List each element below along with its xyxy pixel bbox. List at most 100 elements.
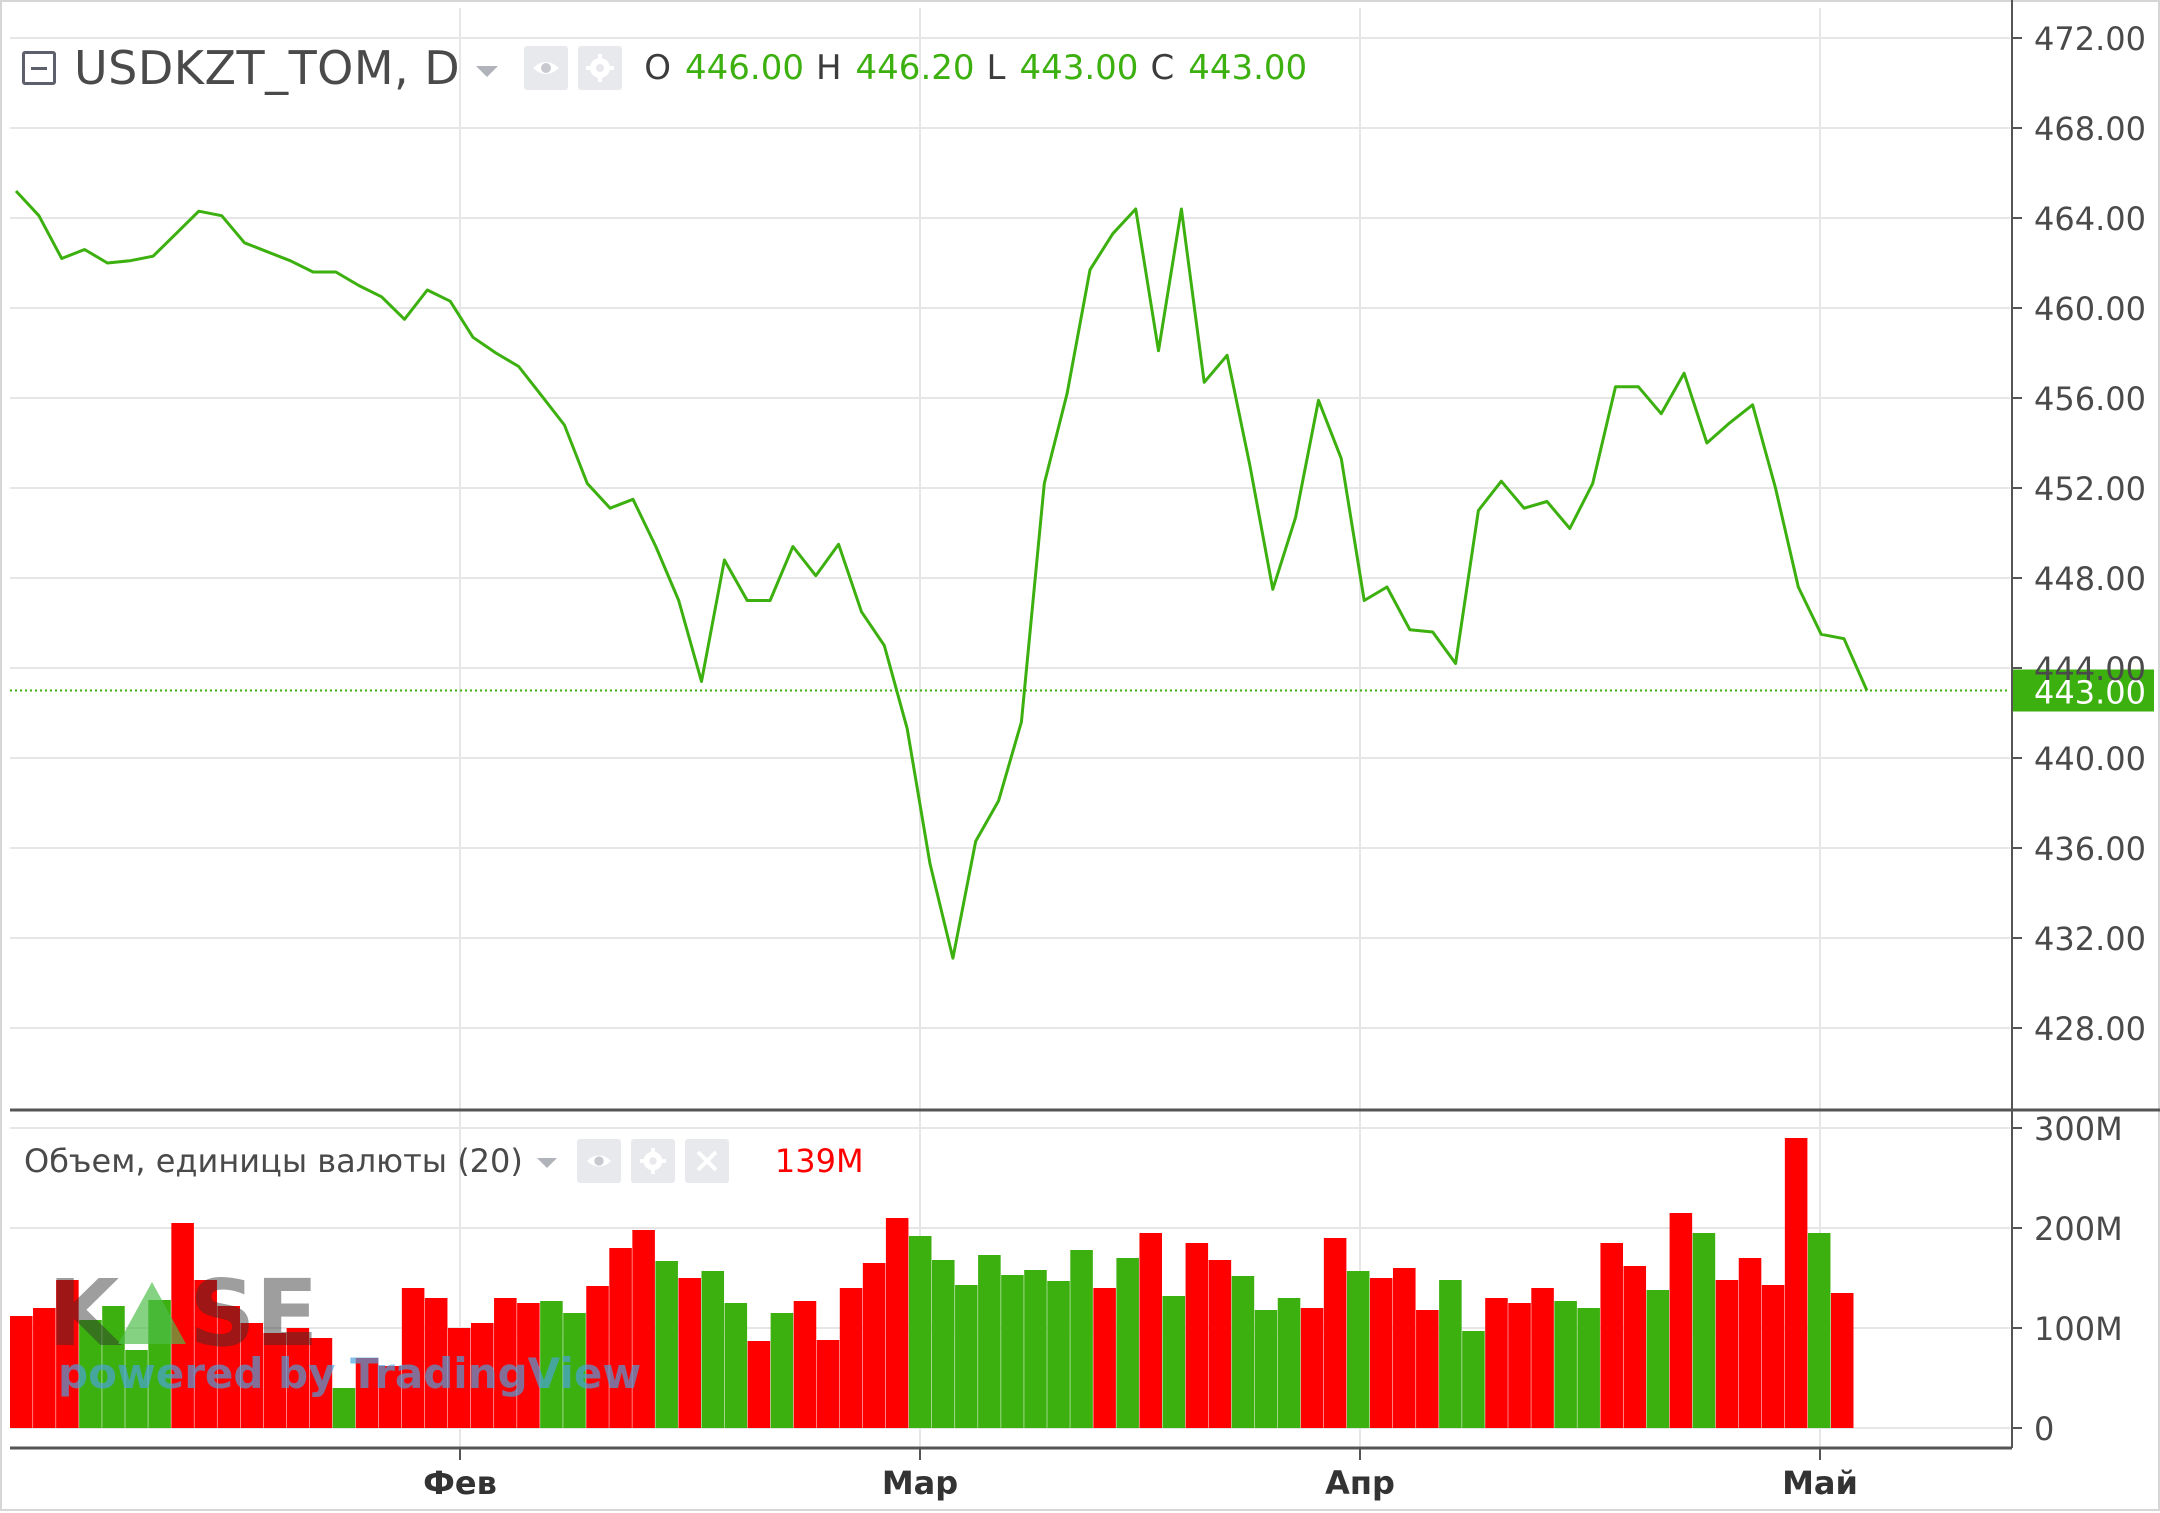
time-axis[interactable]: Фев Мар Апр Май [423,1448,1858,1502]
volume-bar [655,1261,678,1428]
volume-bar [932,1260,955,1428]
volume-bar [10,1316,33,1428]
volume-bar [33,1308,56,1428]
volume-axis[interactable]: 0 100M 200M 300M [2012,1110,2123,1448]
volume-tick-label: 0 [2034,1410,2054,1448]
volume-bar [724,1303,748,1428]
last-price-marker: 443.00 [10,669,2154,712]
volume-bar [471,1323,494,1428]
y-tick-label: 464.00 [2034,200,2146,238]
volume-bar [332,1388,356,1428]
close-value: 443.00 [1188,48,1308,88]
x-tick-label: Фев [423,1464,497,1502]
volume-tick-label: 300M [2034,1110,2123,1148]
high-value: 446.20 [855,48,975,88]
volume-bar [770,1313,794,1428]
logo-triangle [118,1282,186,1344]
main-legend: USDKZT_TOM, D O 446.00 H 446.20 L 443.00… [22,36,1307,100]
volume-bar [286,1328,310,1428]
volume-bar [540,1301,563,1428]
volume-bar [1784,1138,1808,1428]
volume-bar [586,1286,609,1428]
x-tick-label: Мар [882,1464,958,1502]
volume-bar [263,1333,287,1428]
price-line [14,189,1869,960]
price-axis[interactable]: 428.00 432.00 436.00 440.00 444.00 448.00 452.… [2012,20,2146,1048]
y-tick-label: 448.00 [2034,560,2146,598]
volume-bar [1369,1278,1393,1428]
volume-bar [609,1248,632,1428]
volume-bar [1093,1288,1116,1428]
volume-bar [1508,1303,1531,1428]
open-label: O [644,48,671,88]
volume-bar [125,1350,148,1428]
volume-bar [747,1341,771,1428]
close-label: C [1150,48,1175,88]
price-grid [10,8,2010,1448]
volume-legend: Объем, единицы валюты (20) 139M [24,1135,864,1187]
volume-bar [1346,1271,1370,1428]
y-tick-label: 456.00 [2034,380,2146,418]
volume-bar [378,1366,402,1428]
volume-bar [839,1288,863,1428]
volume-bars [10,1138,1854,1428]
volume-bar [1162,1296,1186,1428]
eye-icon[interactable] [576,1139,621,1183]
high-label: H [815,48,842,88]
last-price-badge [2012,669,2154,712]
volume-bar [1554,1301,1577,1428]
volume-bar [1692,1233,1716,1428]
volume-bar [908,1236,932,1428]
volume-bar [240,1323,264,1428]
volume-bar [1738,1258,1762,1428]
close-icon[interactable] [684,1139,729,1183]
volume-bar [1231,1276,1255,1428]
gear-icon[interactable] [578,46,623,90]
volume-bar [1623,1266,1647,1428]
volume-bar [1416,1310,1439,1428]
volume-bar [1277,1298,1301,1428]
logo-letters: SE [189,1260,318,1367]
x-tick-label: Апр [1325,1464,1395,1502]
y-tick-label: 452.00 [2034,470,2146,508]
volume-bar [102,1306,125,1428]
volume-bar [79,1320,102,1428]
eye-icon[interactable] [524,46,569,90]
y-tick-label: 428.00 [2034,1010,2146,1048]
volume-bar [309,1338,333,1428]
kase-logo-text: K SE [48,1260,318,1367]
volume-title[interactable]: Объем, единицы валюты (20) [24,1142,523,1180]
volume-bar [1646,1290,1670,1428]
volume-bar [1185,1243,1209,1428]
volume-bar [1001,1275,1024,1428]
volume-tick-label: 100M [2034,1310,2123,1348]
volume-bar [217,1306,240,1428]
y-tick-label: 432.00 [2034,920,2146,958]
volume-bar [1024,1270,1047,1428]
chevron-down-icon[interactable] [476,65,499,77]
volume-bar [1254,1310,1278,1428]
symbol-title[interactable]: USDKZT_TOM, D [74,41,461,95]
volume-bar [1531,1288,1554,1428]
volume-bar [632,1230,655,1428]
volume-bar [1761,1285,1785,1428]
gear-icon[interactable] [630,1139,675,1183]
chevron-down-icon[interactable] [536,1158,557,1168]
volume-bar [517,1303,540,1428]
volume-bar [1439,1280,1462,1428]
volume-bar [1485,1298,1508,1428]
volume-bar [401,1288,425,1428]
volume-bar [885,1218,909,1428]
y-tick-label: 468.00 [2034,110,2146,148]
volume-bar [194,1280,217,1428]
volume-bar [701,1271,725,1428]
collapse-icon[interactable] [22,51,56,85]
volume-bar [1600,1243,1623,1428]
volume-bar [1139,1233,1162,1428]
low-label: L [986,48,1006,88]
volume-bar [56,1280,79,1428]
volume-tick-label: 200M [2034,1210,2123,1248]
